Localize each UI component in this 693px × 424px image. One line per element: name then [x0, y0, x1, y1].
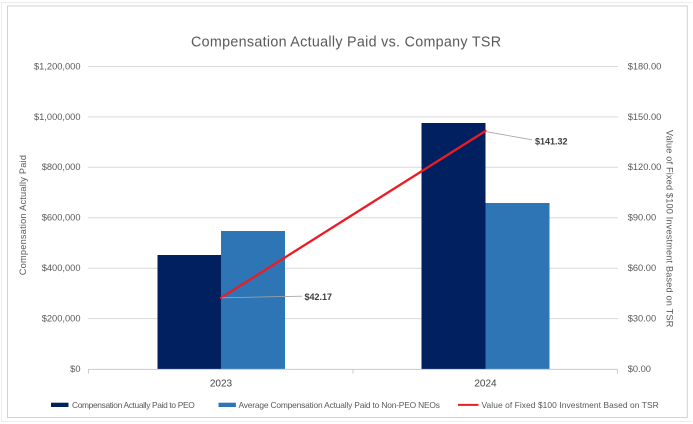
svg-text:$42.17: $42.17 [305, 292, 333, 302]
svg-text:$400,000: $400,000 [42, 263, 81, 273]
svg-text:$600,000: $600,000 [42, 213, 81, 223]
svg-text:2024: 2024 [474, 379, 497, 390]
svg-text:$60.00: $60.00 [628, 263, 656, 273]
svg-text:$1,200,000: $1,200,000 [34, 61, 81, 71]
svg-text:$90.00: $90.00 [628, 213, 656, 223]
svg-text:Compensation Actually Paid to: Compensation Actually Paid to PEO [72, 400, 195, 410]
svg-text:Value of Fixed $100 Investment: Value of Fixed $100 Investment Based on … [482, 400, 659, 410]
svg-text:$120.00: $120.00 [628, 162, 662, 172]
svg-text:Value of Fixed $100 Investment: Value of Fixed $100 Investment Based on … [664, 130, 674, 328]
svg-text:$0: $0 [70, 364, 80, 374]
svg-text:Compensation Actually Paid vs.: Compensation Actually Paid vs. Company T… [191, 35, 501, 51]
svg-text:$0.00: $0.00 [628, 364, 651, 374]
svg-text:$1,000,000: $1,000,000 [34, 112, 81, 122]
svg-text:Compensation Actually Paid: Compensation Actually Paid [18, 155, 28, 275]
svg-text:Average Compensation Actually: Average Compensation Actually Paid to No… [239, 400, 440, 410]
svg-text:2023: 2023 [210, 379, 233, 390]
svg-text:$800,000: $800,000 [42, 162, 81, 172]
svg-text:$30.00: $30.00 [628, 314, 656, 324]
svg-text:$150.00: $150.00 [628, 112, 662, 122]
svg-text:$141.32: $141.32 [535, 136, 568, 146]
svg-text:$200,000: $200,000 [42, 314, 81, 324]
svg-text:$180.00: $180.00 [628, 61, 662, 71]
